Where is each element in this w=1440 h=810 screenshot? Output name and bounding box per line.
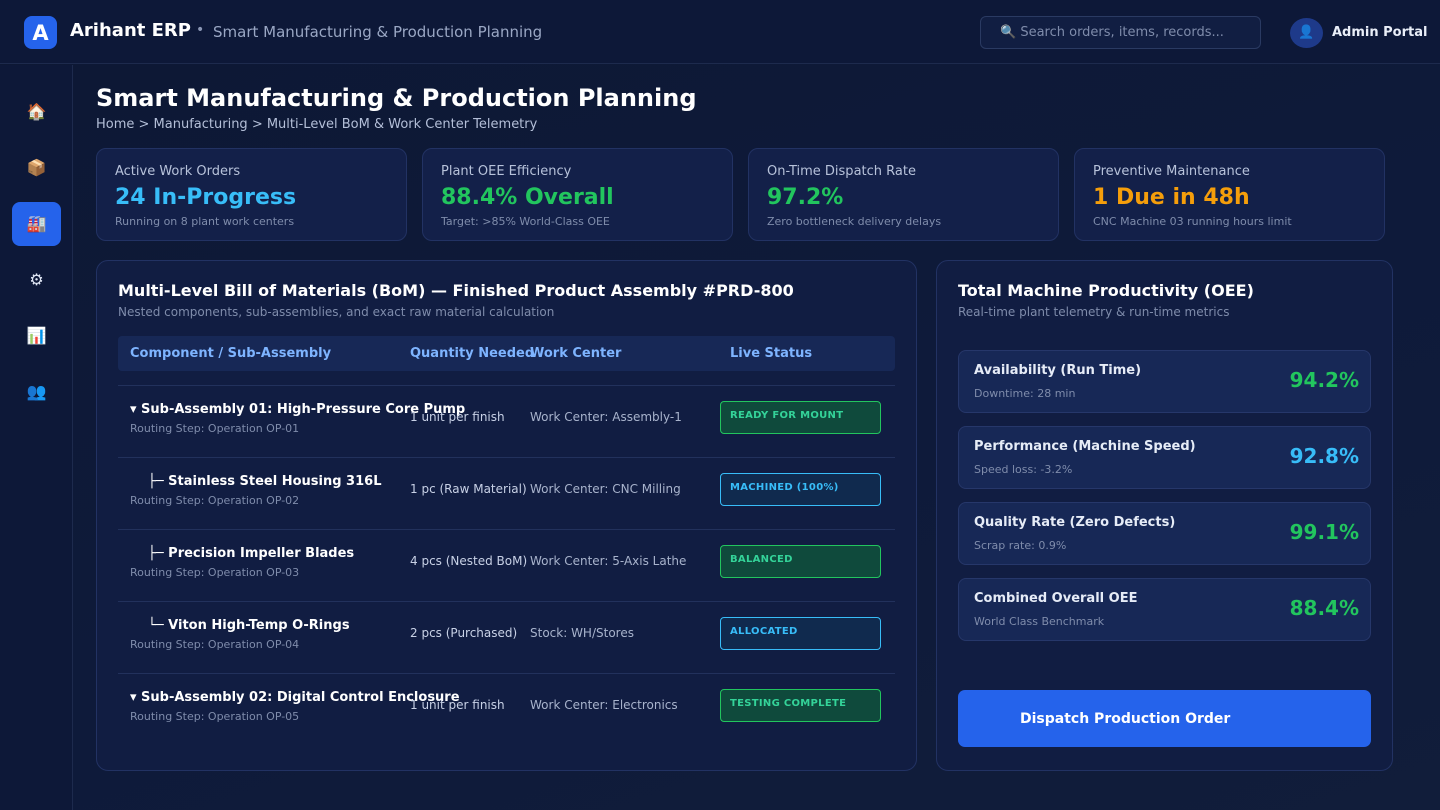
work-center: Work Center: 5-Axis Lathe bbox=[530, 554, 687, 568]
kpi-label: Active Work Orders bbox=[115, 164, 241, 179]
brand-subtitle: Smart Manufacturing & Production Plannin… bbox=[213, 23, 543, 41]
metric-value: 99.1% bbox=[1289, 520, 1359, 544]
kpi-card-oee[interactable]: Plant OEE Efficiency 88.4% Overall Targe… bbox=[422, 148, 733, 241]
table-row[interactable]: ▾ Sub-Assembly 01: High-Pressure Core Pu… bbox=[118, 385, 895, 457]
work-center: Stock: WH/Stores bbox=[530, 626, 634, 640]
kpi-label: Plant OEE Efficiency bbox=[441, 164, 572, 179]
kpi-value: 88.4% Overall bbox=[441, 185, 614, 210]
kpi-label: Preventive Maintenance bbox=[1093, 164, 1250, 179]
user-avatar-icon[interactable]: 👤 bbox=[1290, 18, 1323, 48]
metric-sub: Scrap rate: 0.9% bbox=[974, 539, 1067, 552]
sidebar-reports-icon[interactable]: 📊 bbox=[26, 326, 47, 345]
metric-value: 92.8% bbox=[1289, 444, 1359, 468]
kpi-card-maintenance[interactable]: Preventive Maintenance 1 Due in 48h CNC … bbox=[1074, 148, 1385, 241]
metric-quality: Quality Rate (Zero Defects) Scrap rate: … bbox=[958, 502, 1371, 565]
status-badge: MACHINED (100%) bbox=[720, 473, 881, 506]
brand-name[interactable]: Arihant ERP bbox=[70, 20, 191, 41]
brand-logo[interactable]: A bbox=[24, 16, 57, 49]
kpi-label: On-Time Dispatch Rate bbox=[767, 164, 916, 179]
sidebar-gear-icon[interactable]: ⚙ bbox=[29, 270, 44, 289]
status-badge: READY FOR MOUNT bbox=[720, 401, 881, 434]
component-name[interactable]: ├─ Precision Impeller Blades bbox=[148, 546, 355, 561]
oee-title: Total Machine Productivity (OEE) bbox=[958, 281, 1254, 300]
bom-subtitle: Nested components, sub-assemblies, and e… bbox=[118, 305, 555, 319]
sidebar-users-icon[interactable]: 👥 bbox=[26, 382, 47, 401]
status-badge: BALANCED bbox=[720, 545, 881, 578]
metric-value: 88.4% bbox=[1289, 596, 1359, 620]
metric-label: Availability (Run Time) bbox=[974, 363, 1142, 378]
routing-step: Routing Step: Operation OP-03 bbox=[130, 566, 300, 579]
bom-title: Multi-Level Bill of Materials (BoM) — Fi… bbox=[118, 281, 794, 300]
sidebar: 🏠 📦 🏭 ⚙ 📊 👥 bbox=[0, 65, 73, 810]
work-center: Work Center: CNC Milling bbox=[530, 482, 681, 496]
column-header-work-center[interactable]: Work Center bbox=[530, 346, 622, 361]
bom-table-header: Component / Sub-Assembly Quantity Needed… bbox=[118, 336, 895, 371]
metric-sub: Downtime: 28 min bbox=[974, 387, 1076, 400]
component-name[interactable]: └─ Viton High-Temp O-Rings bbox=[148, 618, 350, 633]
oee-subtitle: Real-time plant telemetry & run-time met… bbox=[958, 305, 1230, 319]
status-badge: TESTING COMPLETE bbox=[720, 689, 881, 722]
work-center: Work Center: Assembly-1 bbox=[530, 410, 682, 424]
status-badge: ALLOCATED bbox=[720, 617, 881, 650]
top-bar: A Arihant ERP • Smart Manufacturing & Pr… bbox=[0, 0, 1440, 64]
search-input[interactable]: 🔍 Search orders, items, records... bbox=[980, 16, 1261, 49]
routing-step: Routing Step: Operation OP-05 bbox=[130, 710, 300, 723]
metric-availability: Availability (Run Time) Downtime: 28 min… bbox=[958, 350, 1371, 413]
kpi-value: 24 In-Progress bbox=[115, 185, 297, 210]
metric-sub: Speed loss: -3.2% bbox=[974, 463, 1073, 476]
kpi-card-dispatch-rate[interactable]: On-Time Dispatch Rate 97.2% Zero bottlen… bbox=[748, 148, 1059, 241]
table-row[interactable]: ▾ Sub-Assembly 02: Digital Control Enclo… bbox=[118, 673, 895, 745]
kpi-sub: Running on 8 plant work centers bbox=[115, 215, 295, 228]
routing-step: Routing Step: Operation OP-04 bbox=[130, 638, 300, 651]
kpi-sub: CNC Machine 03 running hours limit bbox=[1093, 215, 1292, 228]
portal-label[interactable]: Admin Portal bbox=[1332, 25, 1428, 40]
column-header-status[interactable]: Live Status bbox=[730, 346, 813, 361]
component-name[interactable]: ├─ Stainless Steel Housing 316L bbox=[148, 474, 382, 489]
routing-step: Routing Step: Operation OP-01 bbox=[130, 422, 300, 435]
table-row[interactable]: ├─ Precision Impeller Blades Routing Ste… bbox=[118, 529, 895, 601]
component-name[interactable]: ▾ Sub-Assembly 02: Digital Control Enclo… bbox=[130, 690, 460, 705]
oee-panel: Total Machine Productivity (OEE) Real-ti… bbox=[936, 260, 1393, 771]
kpi-value: 97.2% bbox=[767, 185, 844, 210]
sidebar-inventory-icon[interactable]: 📦 bbox=[26, 158, 47, 177]
quantity-needed: 1 unit per finish bbox=[410, 698, 505, 712]
kpi-sub: Target: >85% World-Class OEE bbox=[441, 215, 610, 228]
metric-performance: Performance (Machine Speed) Speed loss: … bbox=[958, 426, 1371, 489]
component-name[interactable]: ▾ Sub-Assembly 01: High-Pressure Core Pu… bbox=[130, 402, 466, 417]
table-row[interactable]: └─ Viton High-Temp O-Rings Routing Step:… bbox=[118, 601, 895, 673]
kpi-sub: Zero bottleneck delivery delays bbox=[767, 215, 942, 228]
metric-combined-oee: Combined Overall OEE World Class Benchma… bbox=[958, 578, 1371, 641]
sidebar-factory-icon[interactable]: 🏭 bbox=[12, 202, 61, 246]
routing-step: Routing Step: Operation OP-02 bbox=[130, 494, 300, 507]
breadcrumb[interactable]: Home > Manufacturing > Multi-Level BoM &… bbox=[96, 117, 538, 132]
metric-label: Quality Rate (Zero Defects) bbox=[974, 515, 1176, 530]
quantity-needed: 4 pcs (Nested BoM) bbox=[410, 554, 528, 568]
quantity-needed: 1 unit per finish bbox=[410, 410, 505, 424]
column-header-component[interactable]: Component / Sub-Assembly bbox=[130, 346, 332, 361]
kpi-value: 1 Due in 48h bbox=[1093, 185, 1250, 210]
metric-label: Performance (Machine Speed) bbox=[974, 439, 1196, 454]
metric-sub: World Class Benchmark bbox=[974, 615, 1105, 628]
quantity-needed: 2 pcs (Purchased) bbox=[410, 626, 518, 640]
work-center: Work Center: Electronics bbox=[530, 698, 678, 712]
dispatch-production-order-button[interactable]: Dispatch Production Order bbox=[958, 690, 1371, 747]
bom-panel: Multi-Level Bill of Materials (BoM) — Fi… bbox=[96, 260, 917, 771]
column-header-quantity[interactable]: Quantity Needed bbox=[410, 346, 535, 361]
brand-separator: • bbox=[196, 22, 205, 38]
metric-label: Combined Overall OEE bbox=[974, 591, 1138, 606]
kpi-card-work-orders[interactable]: Active Work Orders 24 In-Progress Runnin… bbox=[96, 148, 407, 241]
page-title: Smart Manufacturing & Production Plannin… bbox=[96, 84, 697, 112]
sidebar-home-icon[interactable]: 🏠 bbox=[26, 102, 47, 121]
table-row[interactable]: ├─ Stainless Steel Housing 316L Routing … bbox=[118, 457, 895, 529]
metric-value: 94.2% bbox=[1289, 368, 1359, 392]
quantity-needed: 1 pc (Raw Material) bbox=[410, 482, 527, 496]
